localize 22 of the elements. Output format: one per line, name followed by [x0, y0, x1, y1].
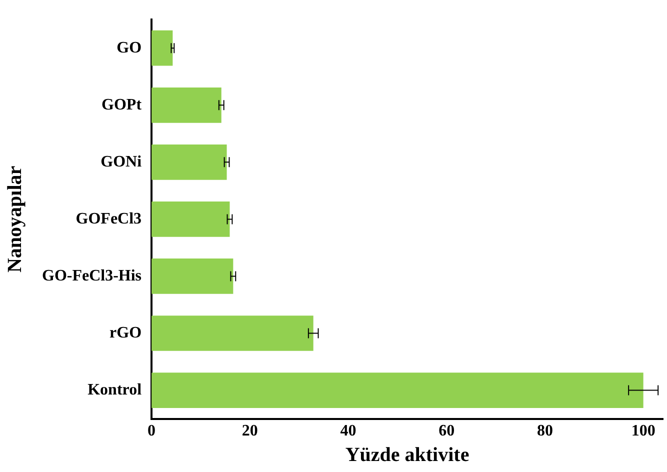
- y-tick-label: GONi: [100, 153, 142, 170]
- y-tick-label: GOPt: [102, 96, 142, 114]
- y-axis-title: Nanoyapılar: [4, 166, 26, 273]
- x-tick-label: 100: [631, 422, 656, 440]
- y-tick-label: GOFeCl3: [76, 210, 142, 228]
- bar: [152, 258, 234, 294]
- x-tick-label: 20: [242, 422, 258, 440]
- x-tick-label: 80: [536, 422, 553, 440]
- y-tick-label: GO: [116, 39, 142, 56]
- bar: [152, 202, 230, 237]
- x-tick-label: 0: [148, 422, 156, 440]
- y-tick-label: rGO: [110, 324, 142, 342]
- bar: [152, 372, 644, 408]
- x-tick-label: 40: [340, 422, 356, 440]
- bar: [152, 87, 222, 123]
- bar: [152, 316, 314, 351]
- bar: [152, 30, 173, 66]
- x-axis-title: Yüzde aktivite: [345, 444, 470, 466]
- bar: [152, 144, 227, 180]
- y-tick-label: Kontrol: [88, 381, 142, 398]
- y-tick-label: GO-FeCl3-His: [42, 267, 142, 284]
- x-tick-label: 60: [438, 422, 455, 440]
